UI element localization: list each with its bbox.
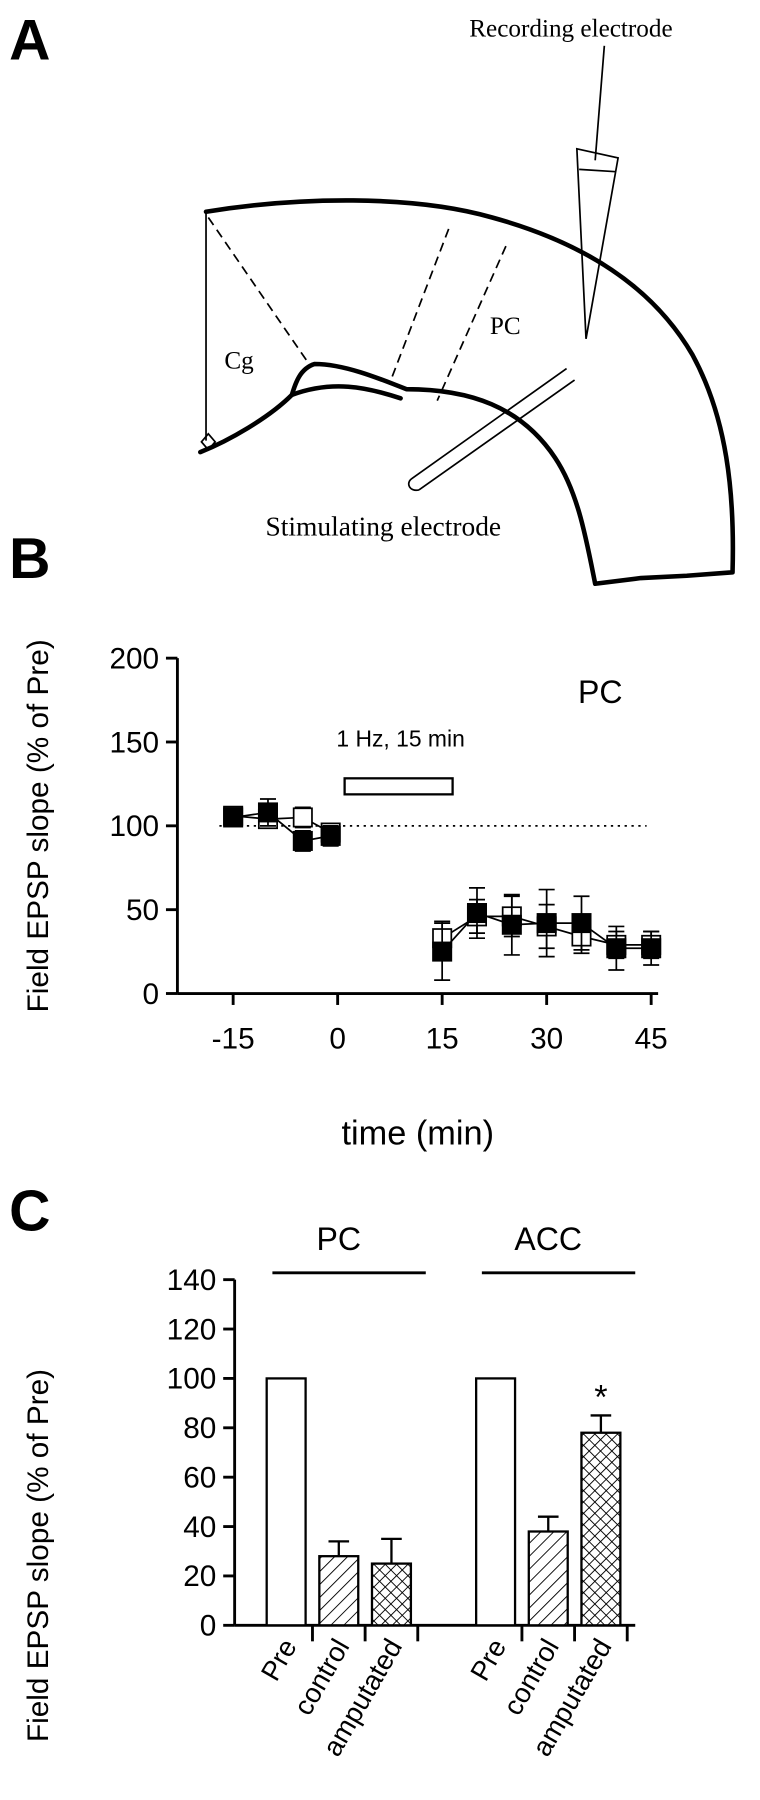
panel-label: A [9, 9, 50, 73]
data-point [571, 913, 592, 934]
y-axis-label: Field EPSP slope (% of Pre) [22, 1369, 55, 1742]
cortex-outline [198, 198, 736, 587]
annotation: PC [578, 674, 623, 710]
data-point [292, 830, 313, 851]
y-tick-label: 80 [183, 1412, 216, 1445]
region-label: Cg [224, 348, 254, 375]
data-point [501, 914, 522, 935]
panel-label: C [9, 1179, 50, 1243]
y-tick-label: 140 [167, 1264, 217, 1297]
x-tick-label: -15 [212, 1022, 255, 1055]
stimulating-electrode [407, 367, 576, 492]
panel-label: B [9, 527, 50, 591]
x-tick-label: 0 [329, 1022, 346, 1055]
error-bar [590, 1414, 612, 1433]
bar [580, 1431, 622, 1627]
y-axis-label: Field EPSP slope (% of Pre) [22, 639, 55, 1012]
error-bar [328, 1540, 350, 1557]
stimulating-electrode-label: Stimulating electrode [266, 512, 502, 542]
recording-electrode-label: Recording electrode [469, 16, 672, 43]
x-tick-label: 15 [426, 1022, 459, 1055]
data-point [466, 903, 488, 924]
y-tick-label: 0 [143, 978, 160, 1011]
error-bar [537, 1515, 559, 1532]
y-tick-label: 60 [183, 1461, 216, 1494]
stimulus-bar [343, 777, 454, 796]
bar [527, 1530, 569, 1627]
boundary-line [207, 217, 310, 365]
bar [265, 1377, 307, 1627]
bar [318, 1555, 360, 1627]
x-tick-label: 45 [635, 1022, 668, 1055]
bar [370, 1562, 413, 1627]
data-point [320, 825, 341, 846]
error-bar [381, 1537, 402, 1564]
recording-electrode [575, 45, 620, 339]
stimulus-label: 1 Hz, 15 min [336, 725, 464, 751]
y-tick-label: 100 [109, 810, 159, 843]
midline-marker [200, 432, 217, 452]
boundary-line [388, 228, 450, 385]
data-point [292, 807, 313, 828]
x-tick-label: 30 [530, 1022, 563, 1055]
y-tick-label: 120 [167, 1313, 217, 1346]
data-point [257, 802, 278, 823]
boundary-line [436, 245, 507, 401]
data-point [606, 938, 627, 959]
group-label: PC [317, 1221, 362, 1257]
y-tick-label: 200 [109, 642, 159, 675]
data-point [641, 938, 662, 959]
panel-a: A Recording electrode Cg PC Stimulating … [9, 9, 736, 587]
data-point [432, 941, 453, 962]
series [223, 798, 662, 981]
data-point [223, 807, 244, 828]
series-line [233, 811, 331, 842]
region-label: PC [490, 313, 521, 340]
data-point [536, 913, 557, 934]
y-tick-label: 0 [200, 1610, 217, 1643]
y-tick-label: 50 [126, 894, 159, 927]
y-tick-label: 150 [109, 726, 159, 759]
series-line [233, 814, 332, 834]
x-axis-label: time (min) [341, 1115, 494, 1153]
inner-outline [289, 384, 403, 401]
x-tick-label: Pre [255, 1633, 303, 1686]
significance-marker: * [594, 1379, 607, 1417]
y-tick-label: 100 [167, 1363, 217, 1396]
y-tick-label: 40 [183, 1511, 216, 1544]
x-tick-label: Pre [464, 1633, 512, 1686]
group-label: ACC [514, 1221, 582, 1257]
y-tick-label: 20 [183, 1560, 216, 1593]
bar [475, 1377, 517, 1627]
